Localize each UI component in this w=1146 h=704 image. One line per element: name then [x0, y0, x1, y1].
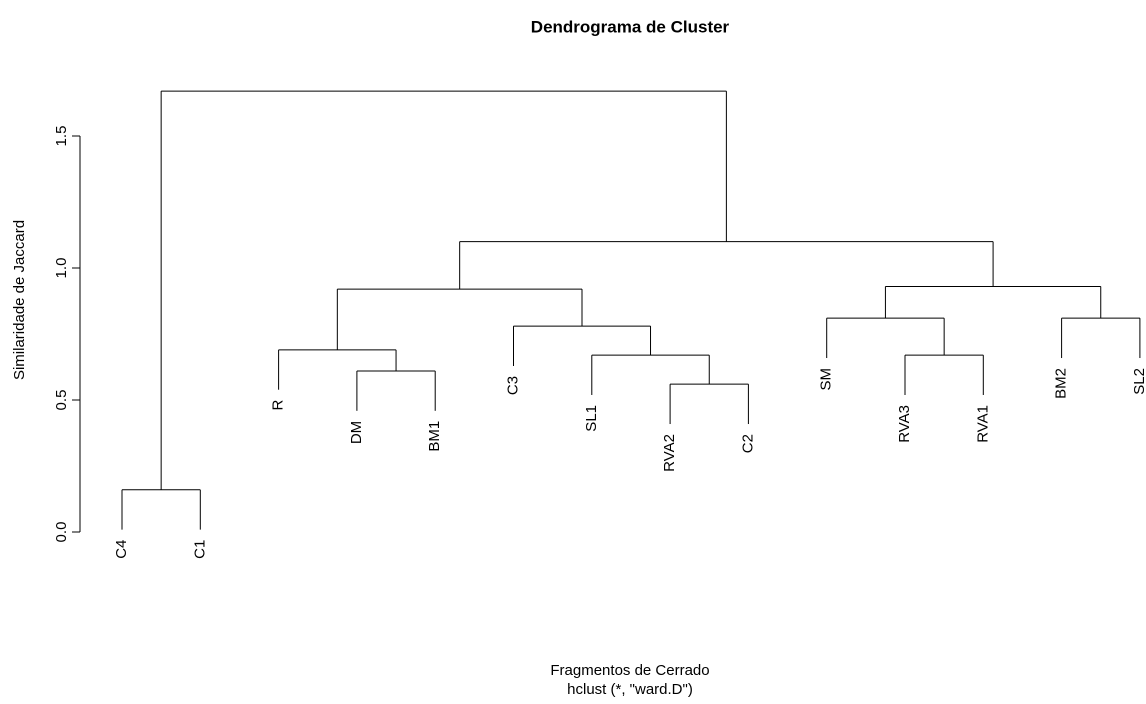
leaf-label: RVA3	[896, 405, 913, 443]
leaf-label: BM1	[426, 421, 443, 452]
leaf-label: R	[270, 400, 287, 411]
leaf-label: C2	[739, 434, 756, 453]
subtitle: hclust (*, "ward.D")	[567, 681, 693, 698]
y-tick-label: 1.5	[53, 126, 70, 147]
leaf-label: C3	[504, 376, 521, 395]
y-tick-label: 1.0	[53, 258, 70, 279]
y-axis-label: Similaridade de Jaccard	[11, 220, 28, 380]
chart-title: Dendrograma de Cluster	[531, 17, 730, 36]
leaf-label: BM2	[1053, 368, 1070, 399]
leaf-label: SL1	[583, 405, 600, 432]
leaf-label: RVA2	[661, 434, 678, 472]
x-axis-label: Fragmentos de Cerrado	[550, 662, 709, 679]
leaf-label: DM	[348, 421, 365, 444]
y-tick-label: 0.0	[53, 522, 70, 543]
leaf-label: SM	[818, 368, 835, 391]
leaf-label: SL2	[1131, 368, 1146, 395]
y-tick-label: 0.5	[53, 390, 70, 411]
leaf-label: C1	[191, 540, 208, 559]
leaf-label: RVA1	[974, 405, 991, 443]
leaf-label: C4	[113, 540, 130, 559]
